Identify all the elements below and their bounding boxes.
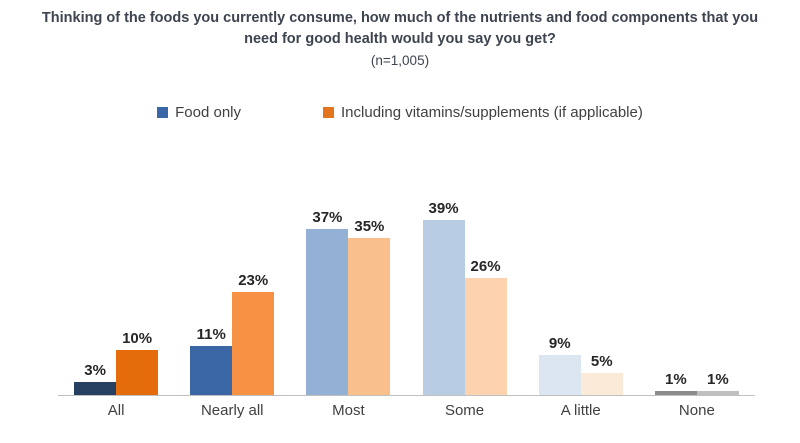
value-label: 3% [84,361,106,379]
x-axis-label: All [107,402,125,419]
x-axis-label: Most [332,402,365,419]
bar-column: 26% [464,258,507,395]
value-label: 5% [590,352,613,370]
bar-group-some: 39% 26% [422,199,507,395]
value-label: 37% [312,208,343,226]
bar-food-nearly-all [190,345,233,395]
bar-group-nearly-all: 11% 23% [190,271,275,395]
x-axis-label: Nearly all [200,402,264,419]
bar-food-all [74,381,117,395]
legend-label: Including vitamins/supplements (if appli… [341,104,643,122]
bar-including-all [116,350,159,395]
survey-chart-page: Thinking of the foods you currently cons… [0,8,800,443]
bar-group-all: 3% 10% [74,330,159,395]
bar-column: 23% [232,271,275,395]
chart-title: Thinking of the foods you currently cons… [41,10,759,47]
value-label: 23% [238,271,269,289]
chart-legend: Food only Including vitamins/supplements … [0,104,800,121]
bar-column: 11% [190,325,233,395]
plot-area: 3% 10% 11% 23% 37% 35% 39% 26% 9% 5% 1% 1% [58,196,755,396]
bar-column: 10% [116,330,159,395]
bar-column: 1% [696,370,739,395]
legend-swatch-icon [157,107,169,119]
bar-column: 35% [348,217,391,395]
bar-including-none [696,390,739,395]
value-label: 1% [665,370,687,388]
bar-food-a-little [538,354,581,395]
bar-column: 9% [538,334,581,395]
bar-food-none [654,390,697,395]
value-label: 35% [354,217,385,235]
legend-swatch-icon [323,107,335,119]
x-axis-label: None [678,402,715,419]
value-label: 9% [548,334,571,352]
bar-group-most: 37% 35% [306,208,391,395]
bar-including-a-little [580,372,623,395]
bar-column: 1% [654,370,697,395]
bar-including-some [464,278,507,395]
bar-including-most [348,237,391,395]
bar-column: 39% [422,199,465,395]
grouped-bar-chart: 3% 10% 11% 23% 37% 35% 39% 26% 9% 5% 1% 1% All Nearl… [58,196,755,431]
value-label: 26% [470,258,501,275]
bar-group-none: 1% 1% [654,370,739,395]
legend-label: Food only [175,104,242,122]
bar-food-most [306,228,349,395]
x-axis-label: Some [444,402,485,419]
legend-item: Including vitamins/supplements (if appli… [323,104,643,121]
bar-column: 37% [306,208,349,395]
x-axis-label: A little [560,402,601,419]
value-label: 1% [707,370,729,388]
sample-size-note: (n=1,005) [370,53,430,69]
value-label: 39% [428,199,459,217]
value-label: 11% [196,325,226,343]
bar-column: 5% [580,352,623,395]
bar-group-a-little: 9% 5% [538,334,623,395]
bar-including-nearly-all [232,291,275,395]
bar-food-some [422,219,465,395]
bar-column: 3% [74,361,117,395]
legend-item: Food only [157,104,241,121]
value-label: 10% [122,330,153,347]
x-axis-labels: All Nearly all Most Some A little None [58,402,755,419]
